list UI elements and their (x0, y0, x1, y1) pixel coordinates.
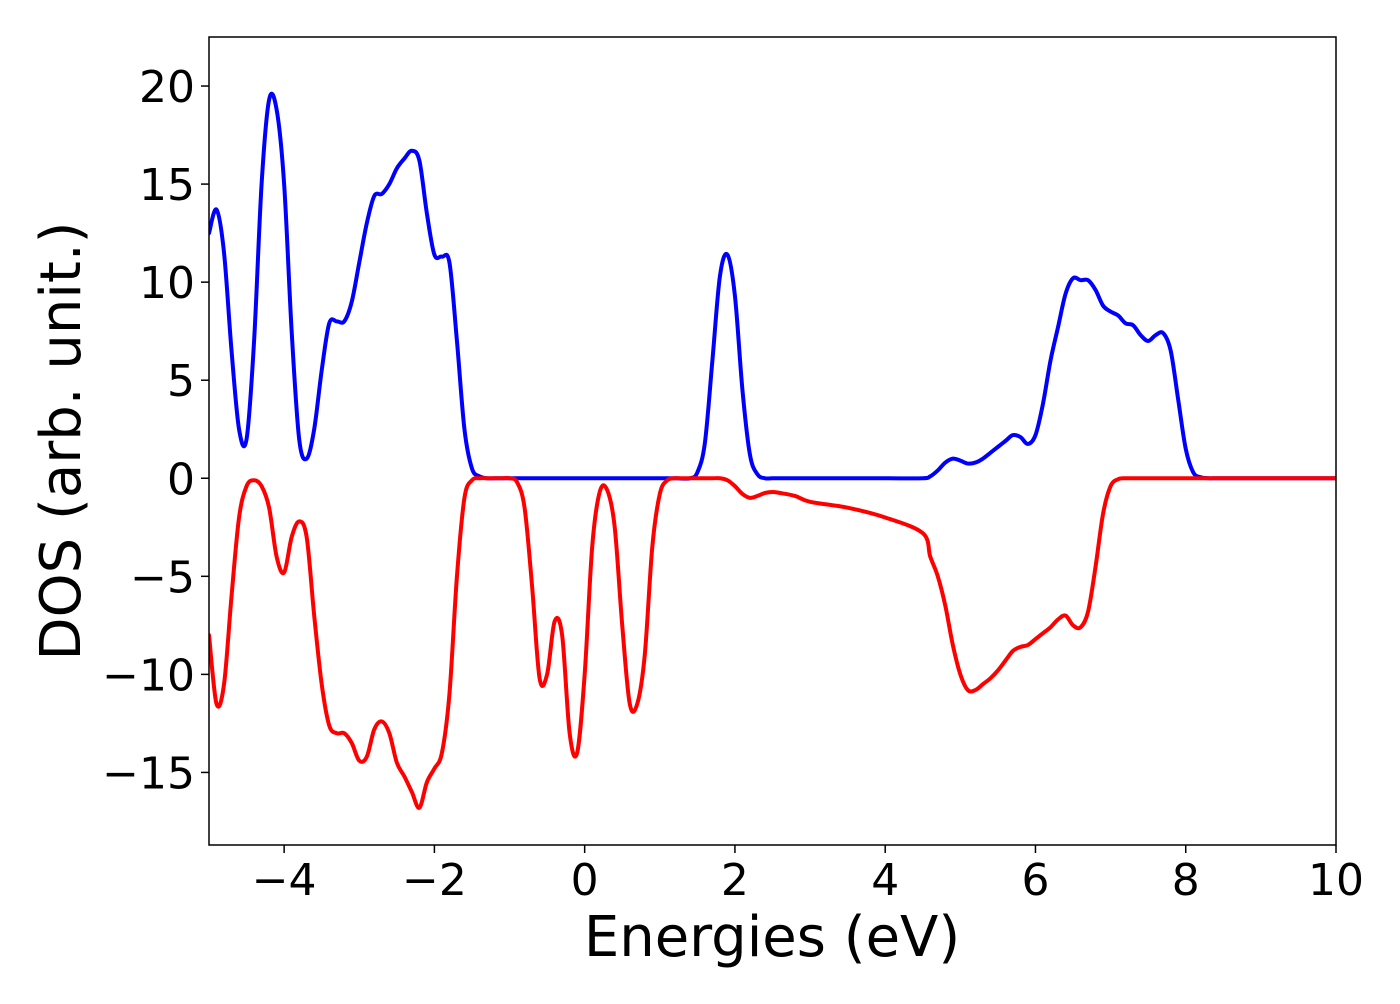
x-axis-label: Energies (eV) (584, 905, 960, 970)
series-line-1 (209, 91, 1336, 481)
tick-layer: −4 −2 0 2 4 6 8 10 −15 −10 −5 0 5 10 15 20 (102, 62, 1364, 906)
y-tick-label: −15 (102, 748, 195, 799)
x-tick-label: 8 (1172, 855, 1200, 906)
y-tick-label: 20 (139, 62, 195, 113)
y-tick-label: 10 (139, 258, 195, 309)
y-tick-label: −5 (130, 552, 195, 603)
y-axis-label: DOS (arb. unit.) (29, 221, 94, 660)
x-tick-label: 2 (721, 855, 749, 906)
x-tick-label: −2 (402, 855, 467, 906)
y-tick-label: 0 (167, 454, 195, 505)
y-tick-label: 5 (167, 356, 195, 407)
x-tick-label: 6 (1021, 855, 1049, 906)
x-tick-label: 0 (571, 855, 599, 906)
plot-frame-layer (208, 36, 1337, 846)
y-tick-label: 15 (139, 160, 195, 211)
series-layer (209, 91, 1336, 810)
y-tick-label: −10 (102, 650, 195, 701)
series-line-2 (209, 475, 1336, 810)
x-tick-label: −4 (252, 855, 317, 906)
plot-frame (208, 36, 1337, 846)
x-tick-label: 10 (1308, 855, 1364, 906)
x-tick-label: 4 (871, 855, 899, 906)
